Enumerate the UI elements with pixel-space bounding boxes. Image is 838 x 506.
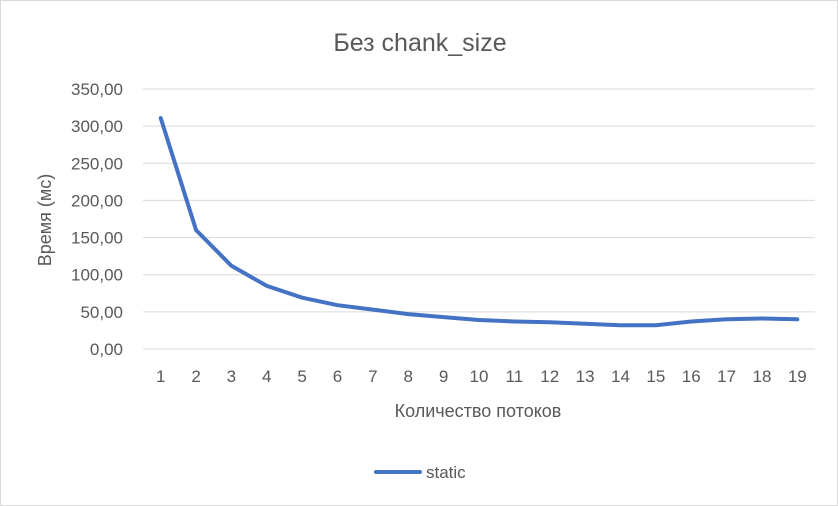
x-tick-label: 8 [404, 367, 413, 386]
y-tick-label: 350,00 [71, 80, 123, 99]
x-tick-label: 11 [506, 367, 524, 386]
x-tick-label: 1 [156, 367, 165, 386]
x-tick-label: 15 [646, 367, 665, 386]
x-tick-label: 17 [717, 367, 736, 386]
legend: static [374, 463, 466, 482]
legend-label-static: static [426, 463, 466, 482]
y-tick-label: 100,00 [71, 266, 123, 285]
x-tick-label: 13 [576, 367, 595, 386]
y-tick-label: 0,00 [90, 340, 123, 359]
y-tick-label: 200,00 [71, 191, 123, 210]
series-lines [158, 116, 800, 328]
gridlines [143, 88, 815, 350]
x-tick-label: 6 [333, 367, 342, 386]
x-tick-label: 12 [540, 367, 559, 386]
x-tick-label: 16 [682, 367, 701, 386]
x-tick-label: 9 [439, 367, 448, 386]
y-tick-label: 50,00 [80, 303, 123, 322]
x-tick-label: 14 [611, 367, 630, 386]
y-axis-title: Время (мс) [35, 174, 55, 267]
x-tick-label: 4 [262, 367, 271, 386]
x-tick-label: 18 [752, 367, 771, 386]
x-tick-label: 10 [470, 367, 489, 386]
y-tick-label: 150,00 [71, 229, 123, 248]
y-tick-label: 300,00 [71, 117, 123, 136]
x-tick-label: 5 [297, 367, 306, 386]
y-tick-label: 250,00 [71, 154, 123, 173]
x-tick-label: 19 [788, 367, 807, 386]
x-tick-label: 2 [191, 367, 200, 386]
x-tick-label: 7 [368, 367, 377, 386]
y-axis-tick-labels: 0,00 50,00 100,00 150,00 200,00 250,00 300,00 3… [71, 80, 123, 359]
x-tick-label: 3 [227, 367, 236, 386]
x-axis-title: Количество потоков [395, 401, 562, 421]
x-axis-tick-labels: 1 2 3 4 5 6 7 8 9 10 11 12 13 14 15 16 17 18 19 [156, 367, 807, 386]
series-line-static [158, 116, 800, 328]
chart-title: Без chank_size [333, 29, 506, 57]
